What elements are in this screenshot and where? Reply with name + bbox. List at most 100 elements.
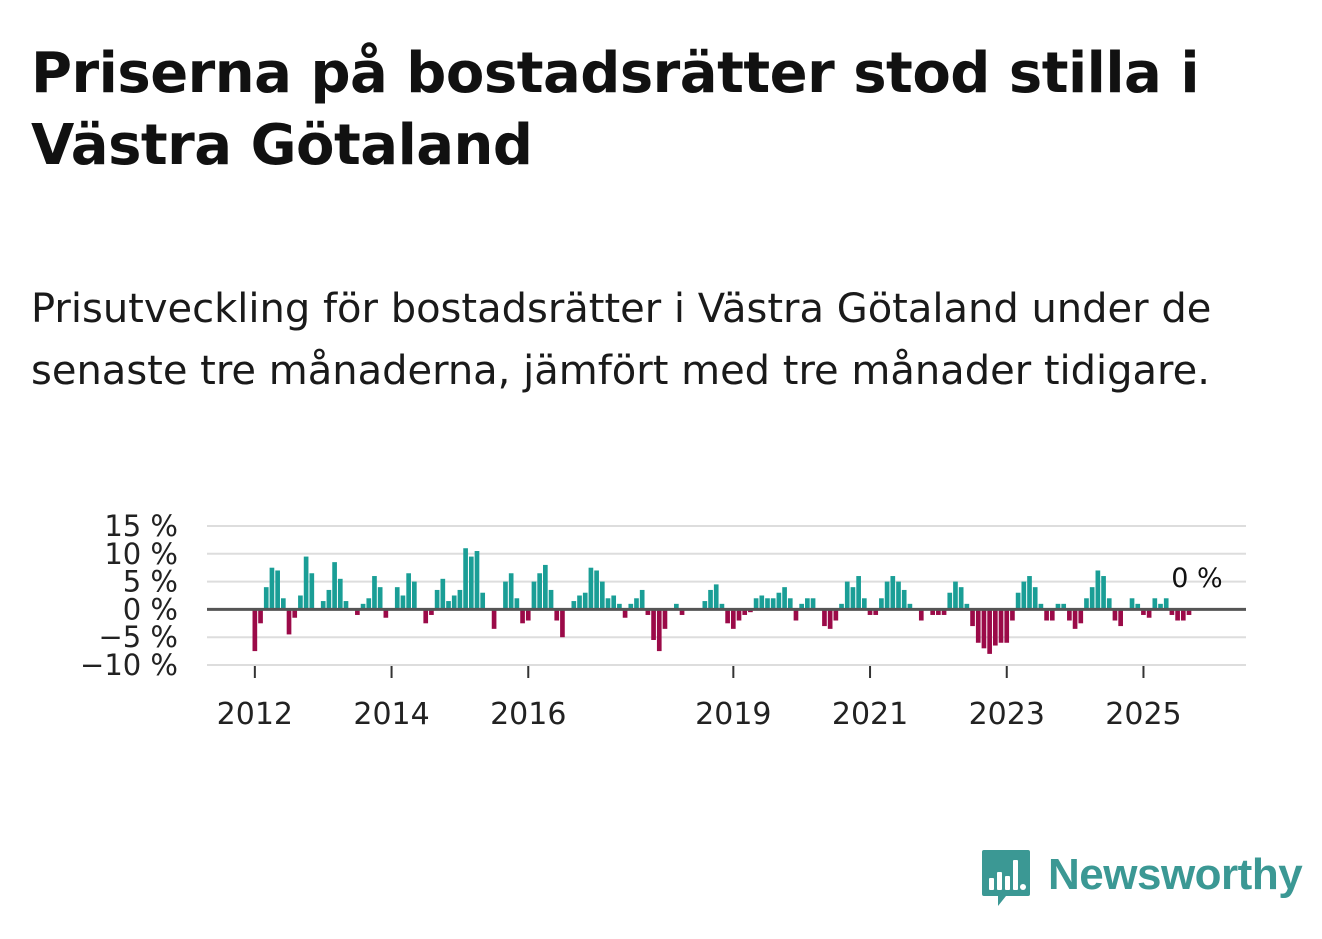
bar <box>1152 598 1158 610</box>
bar <box>628 603 634 610</box>
bar <box>753 598 759 610</box>
bar <box>1038 603 1044 610</box>
bar <box>480 592 486 610</box>
bar <box>525 609 531 621</box>
bar <box>736 609 742 621</box>
bar <box>474 551 480 610</box>
bar <box>400 595 406 610</box>
bar <box>896 581 901 610</box>
bar <box>611 595 617 610</box>
bar <box>651 609 656 640</box>
bar <box>856 576 861 610</box>
bar <box>269 567 275 610</box>
bar <box>1061 603 1067 610</box>
bar <box>320 601 326 610</box>
bar <box>571 601 577 610</box>
bar <box>560 609 565 638</box>
bar <box>879 598 884 610</box>
bar <box>941 609 947 615</box>
bar <box>639 589 645 610</box>
bar <box>394 587 400 610</box>
bar <box>377 587 383 610</box>
bar <box>1146 609 1152 618</box>
bar <box>901 589 907 610</box>
bar <box>577 595 582 610</box>
bar <box>867 609 873 615</box>
bar <box>987 609 992 654</box>
bar <box>679 609 685 615</box>
bar <box>531 581 537 610</box>
bar <box>1101 576 1106 610</box>
bar <box>799 603 805 610</box>
bar <box>674 603 679 610</box>
bar <box>1089 587 1095 610</box>
x-tick-label: 2016 <box>490 697 566 732</box>
bar <box>537 573 542 610</box>
bar <box>907 603 913 610</box>
bar-series <box>252 548 1192 654</box>
bar <box>491 609 497 629</box>
bar <box>947 592 953 610</box>
bar <box>508 573 514 610</box>
bar <box>810 598 816 610</box>
bar <box>1072 609 1078 629</box>
bar <box>1084 598 1089 610</box>
bar <box>844 581 850 610</box>
bar <box>822 609 827 627</box>
x-tick-label: 2023 <box>969 697 1045 732</box>
bar <box>440 578 446 610</box>
bar <box>1021 581 1027 610</box>
bar <box>827 609 833 629</box>
bar <box>839 603 844 610</box>
newsworthy-logo-icon <box>982 850 1030 906</box>
bar <box>588 567 594 610</box>
bar <box>884 581 890 610</box>
x-tick-label: 2014 <box>353 697 429 732</box>
bar <box>873 609 879 615</box>
bar <box>850 587 856 610</box>
bar <box>645 609 651 615</box>
bar <box>1118 609 1123 627</box>
latest-value-label: 0 % <box>1171 563 1222 594</box>
y-tick-label: 10 % <box>104 537 178 571</box>
bar <box>970 609 975 627</box>
chart-title: Priserna på bostadsrätter stod stilla i … <box>31 41 1200 178</box>
bar <box>343 601 349 610</box>
bar <box>742 609 748 615</box>
bar <box>434 589 440 610</box>
bar <box>599 581 605 610</box>
bar <box>332 562 337 610</box>
bar <box>605 598 611 610</box>
bar <box>1135 603 1141 610</box>
bar <box>406 573 411 610</box>
bar <box>263 587 269 610</box>
bar <box>805 598 810 610</box>
x-tick-label: 2012 <box>217 697 293 732</box>
bar <box>366 598 372 610</box>
y-tick-label: 0 % <box>123 592 178 626</box>
y-tick-label: 15 % <box>104 509 178 543</box>
x-tick-label: 2021 <box>832 697 908 732</box>
bar <box>1027 576 1032 610</box>
bar <box>1112 609 1118 621</box>
bar <box>514 598 520 610</box>
y-axis: 15 % 10 % 5 % 0 % −5 % −10 % <box>80 509 178 682</box>
bar <box>861 598 867 610</box>
x-tick-label: 2025 <box>1105 697 1181 732</box>
bar <box>936 609 941 615</box>
bar <box>981 609 987 649</box>
bar <box>708 589 713 610</box>
bar <box>446 601 451 610</box>
bar <box>429 609 434 615</box>
bar <box>412 581 417 610</box>
bar <box>360 603 366 610</box>
bar <box>1175 609 1180 621</box>
bar <box>782 587 787 610</box>
newsworthy-logo: Newsworthy <box>980 848 1303 912</box>
x-tick-label: 2019 <box>695 697 771 732</box>
bar <box>662 609 668 629</box>
bar <box>355 609 360 615</box>
bar <box>759 595 765 610</box>
bar <box>725 609 730 624</box>
bar <box>1158 603 1163 610</box>
